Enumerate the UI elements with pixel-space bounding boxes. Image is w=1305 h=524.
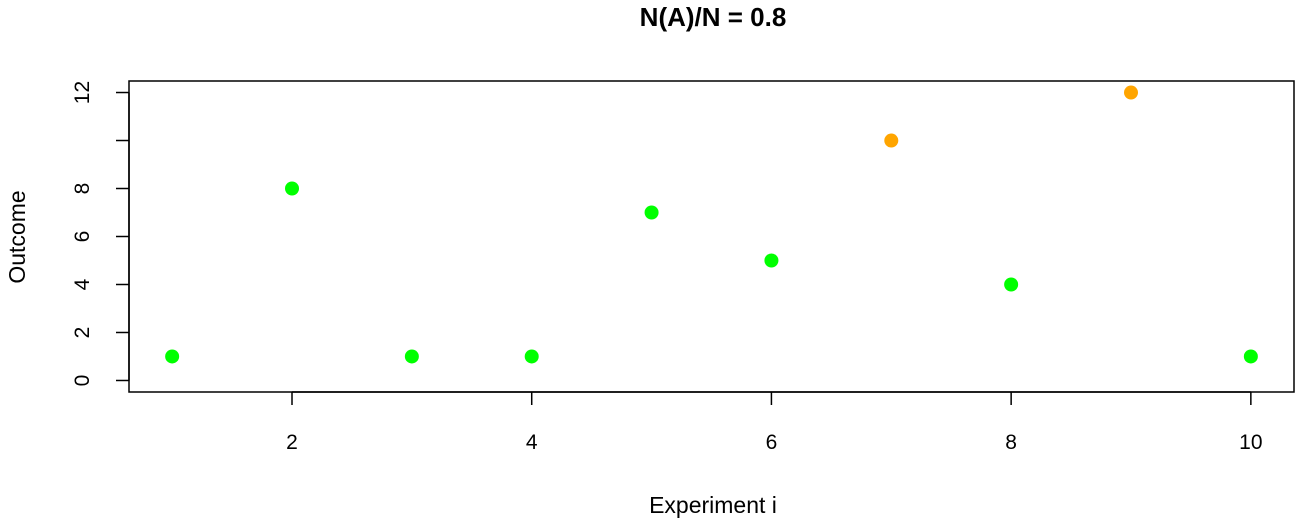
- chart-title: N(A)/N = 0.8: [640, 2, 787, 32]
- x-tick-label: 8: [1005, 431, 1017, 454]
- data-points: [165, 85, 1258, 364]
- plot-frame: [128, 80, 1295, 393]
- y-tick-label: 8: [71, 183, 94, 195]
- data-point: [764, 253, 779, 268]
- data-point: [165, 349, 180, 364]
- x-tick-label: 4: [526, 431, 538, 454]
- data-point: [524, 349, 539, 364]
- y-tick-label: 4: [71, 278, 94, 290]
- x-axis-label: Experiment i: [649, 492, 777, 518]
- data-point: [884, 133, 899, 148]
- data-point: [644, 205, 659, 220]
- x-tick-label: 2: [286, 431, 298, 454]
- y-tick-label: 12: [71, 81, 94, 104]
- y-tick-label: 2: [71, 327, 94, 339]
- y-axis: 0 2 4 6 8 12: [71, 81, 130, 387]
- x-tick-label: 10: [1239, 431, 1262, 454]
- y-axis-label: Outcome: [4, 190, 30, 283]
- data-point: [404, 349, 419, 364]
- y-tick-label: 6: [71, 231, 94, 243]
- data-point: [1243, 349, 1258, 364]
- x-tick-label: 6: [766, 431, 778, 454]
- y-tick-label: 0: [71, 375, 94, 387]
- x-axis: 2 4 6 8 10: [286, 391, 1263, 454]
- data-point: [1123, 85, 1138, 100]
- data-point: [1004, 277, 1019, 292]
- data-point: [285, 181, 300, 196]
